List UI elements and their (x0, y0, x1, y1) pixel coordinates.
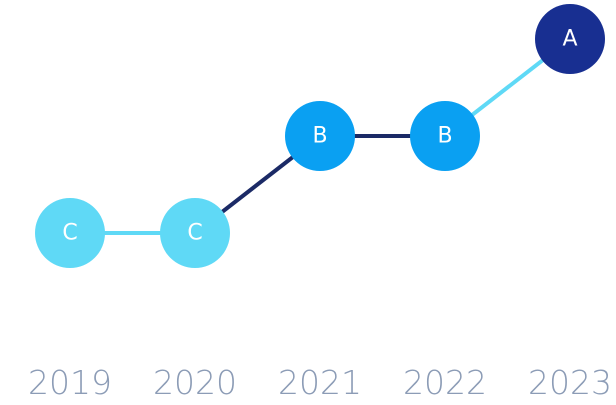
rating-node (410, 101, 480, 171)
rating-label: C (62, 221, 77, 246)
rating-node (285, 101, 355, 171)
rating-label: A (562, 27, 577, 52)
rating-label: C (187, 221, 202, 246)
rating-node (535, 4, 605, 74)
year-label: 2022 (403, 363, 487, 402)
year-label: 2019 (28, 363, 112, 402)
rating-node (160, 198, 230, 268)
rating-label: B (437, 124, 452, 149)
nodes: C C B B A (35, 4, 605, 268)
rating-label: B (312, 124, 327, 149)
year-labels: 2019 2020 2021 2022 2023 (28, 363, 612, 402)
year-label: 2020 (153, 363, 237, 402)
year-label: 2021 (278, 363, 362, 402)
rating-node (35, 198, 105, 268)
year-label: 2023 (528, 363, 612, 402)
